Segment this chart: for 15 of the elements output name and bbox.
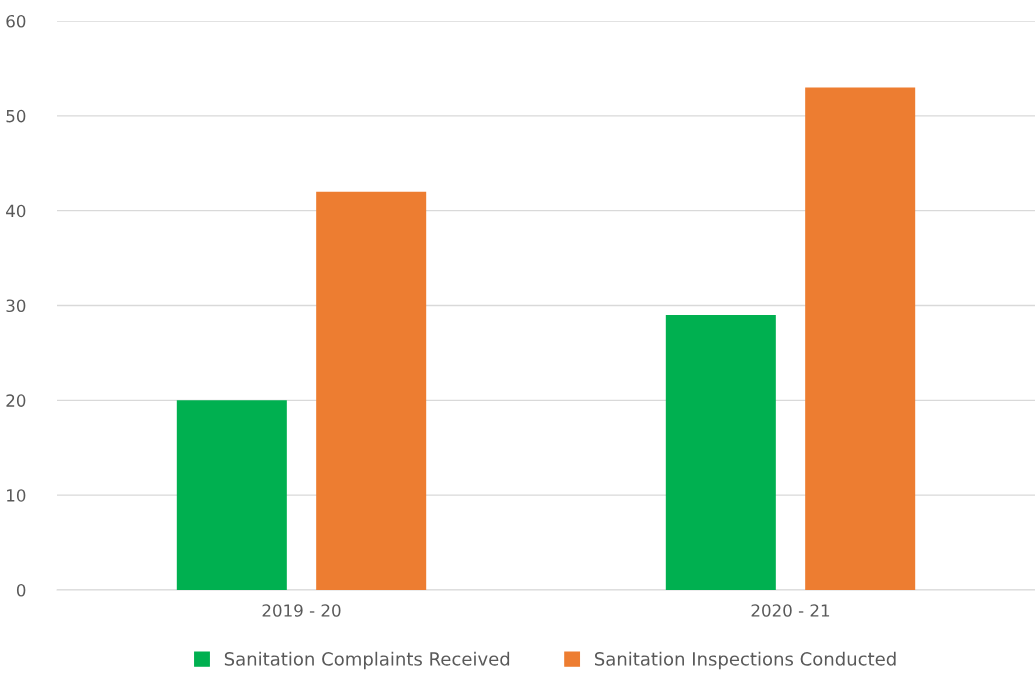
y-tick-label: 30 (6, 299, 26, 313)
y-tick-label: 10 (7, 489, 26, 502)
bar (316, 191, 427, 590)
bar (805, 87, 916, 590)
legend-label: Sanitation Complaints Received (224, 651, 510, 670)
bar (665, 314, 776, 590)
y-tick-label: 0 (16, 583, 26, 597)
y-tick-label: 20 (6, 394, 26, 407)
y-tick-label: 60 (6, 14, 26, 28)
y-tick-label: 50 (6, 109, 26, 123)
y-tick-label: 40 (6, 204, 26, 218)
legend-label: Sanitation Inspections Conducted (594, 651, 896, 670)
x-tick-label: 2019 - 20 (262, 604, 341, 617)
bar (176, 400, 287, 590)
x-tick-label: 2020 - 21 (751, 604, 830, 617)
